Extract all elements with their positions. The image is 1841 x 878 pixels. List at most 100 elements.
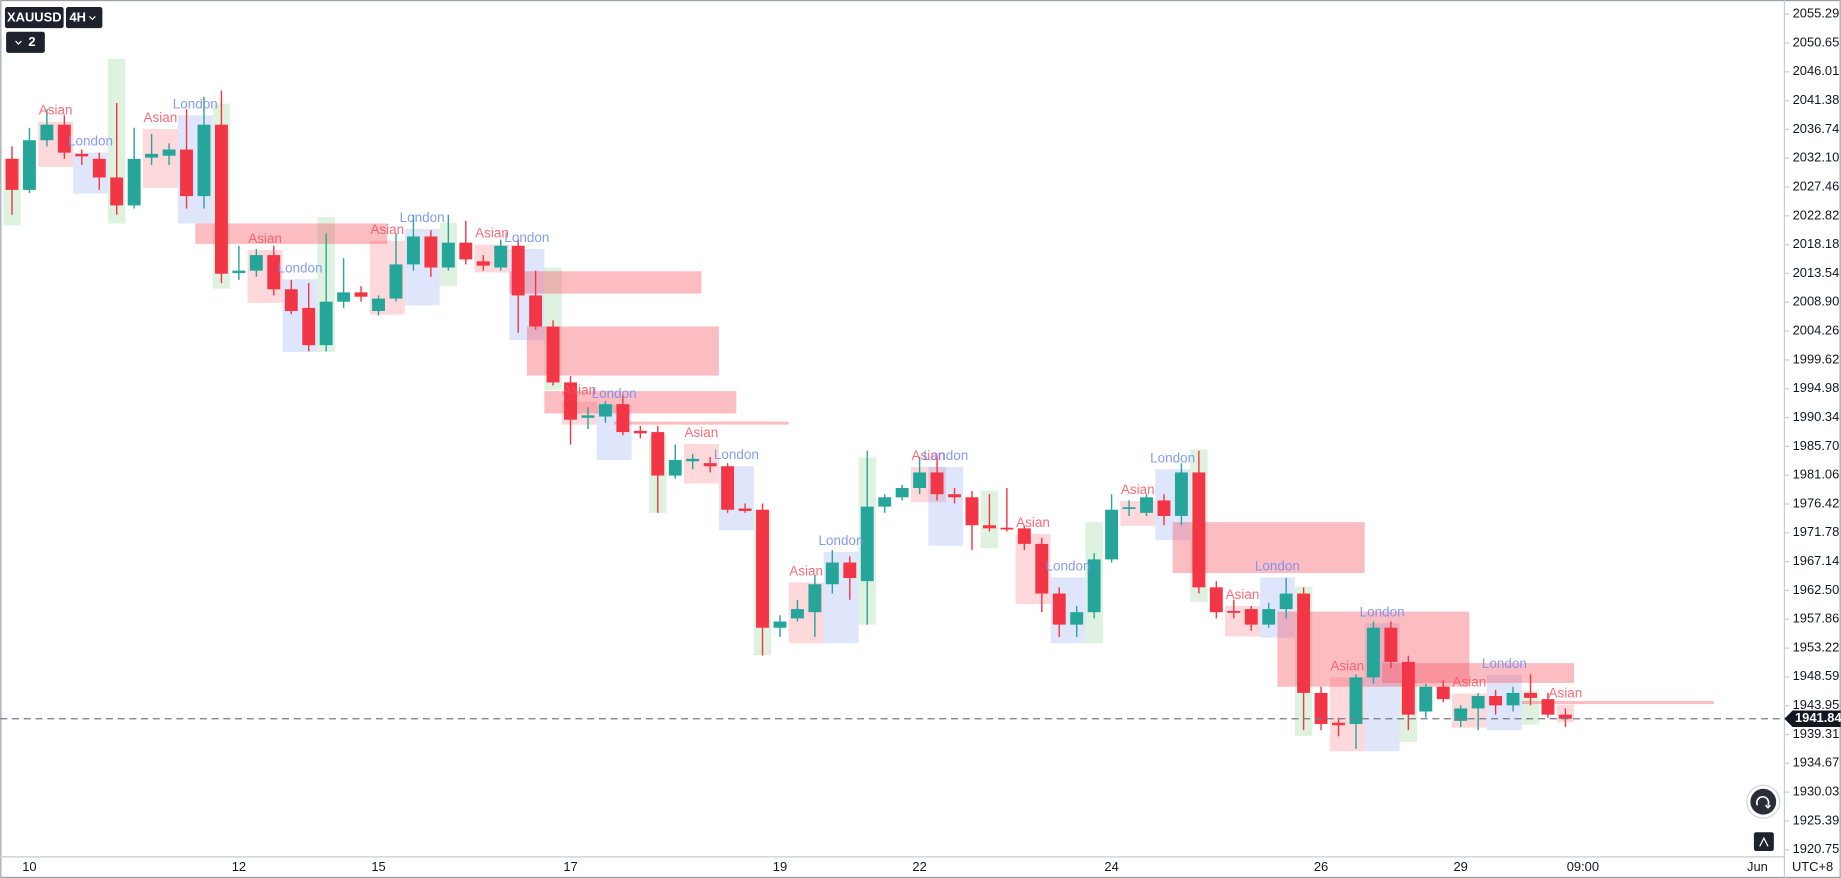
- y-tick-label: 1990.34: [1793, 409, 1840, 424]
- symbol-button[interactable]: XAUUSD: [4, 7, 64, 29]
- candle-body: [1314, 692, 1328, 724]
- y-tick-label: 2046.01: [1793, 63, 1840, 78]
- y-tick-label: 2055.29: [1793, 6, 1840, 21]
- supply-zone: [544, 391, 737, 414]
- candle-body: [651, 432, 665, 476]
- timezone[interactable]: UTC+8: [1792, 859, 1833, 874]
- candle-body: [965, 497, 979, 526]
- london-session-box-label: London: [1360, 604, 1405, 619]
- candle-body: [319, 301, 333, 346]
- candles-layer: [5, 90, 1572, 749]
- candle-body: [127, 158, 141, 206]
- candle-body: [1366, 627, 1380, 678]
- london-session-box-label: London: [1255, 558, 1300, 573]
- candle-body: [1558, 714, 1572, 719]
- y-tick-label: 1920.75: [1793, 841, 1840, 856]
- y-tick-label: 2022.82: [1793, 207, 1840, 222]
- candle-body: [1489, 696, 1503, 706]
- candle-body: [406, 236, 420, 265]
- candle-body: [895, 487, 909, 498]
- candle-body: [878, 497, 892, 507]
- x-tick-label: 29: [1454, 859, 1468, 874]
- candle-body: [756, 509, 769, 628]
- indicator-count: 2: [28, 34, 35, 49]
- candle-body: [1401, 661, 1415, 715]
- y-tick-label: 1957.86: [1793, 611, 1840, 626]
- candle-body: [40, 124, 54, 141]
- session-labels-layer: Asian Asian Asian Asian Asian Asian Asian Asian…: [39, 96, 1583, 700]
- candle-body: [145, 153, 159, 158]
- candle-body: [703, 463, 717, 467]
- london-session-box-label: London: [173, 96, 218, 111]
- chevron-icon: [15, 40, 22, 45]
- candle-body: [1524, 692, 1537, 698]
- supply-zone: [1382, 663, 1575, 683]
- candle-body: [1122, 507, 1136, 509]
- candle-body: [529, 295, 543, 327]
- candle-body: [1349, 677, 1363, 724]
- candle-body: [930, 472, 944, 495]
- candle-body: [57, 124, 71, 153]
- candle-body: [337, 292, 351, 302]
- y-tick-label: 1976.42: [1793, 495, 1840, 510]
- candle-body: [284, 289, 298, 311]
- candle-body: [110, 177, 124, 206]
- candle-body: [180, 149, 193, 197]
- y-tick-label: 1985.70: [1793, 438, 1840, 453]
- candle-body: [773, 621, 787, 628]
- candle-body: [1279, 593, 1293, 610]
- candle-body: [476, 261, 490, 266]
- asian-session-box-label: Asian: [143, 110, 177, 125]
- candle-body: [1262, 609, 1276, 625]
- asian-session-box-label: Asian: [370, 222, 404, 237]
- y-tick-label: 2013.54: [1793, 265, 1840, 280]
- interval-button[interactable]: 4H: [65, 7, 103, 29]
- candle-body: [633, 430, 647, 434]
- candle-body: [546, 326, 560, 383]
- y-tick-label: 2018.18: [1793, 236, 1840, 251]
- y-tick-label: 1962.50: [1793, 582, 1840, 597]
- candle-body: [1209, 587, 1223, 613]
- london-session-box-label: London: [68, 134, 113, 149]
- london-session-box-label: London: [923, 448, 968, 463]
- candle-body: [1436, 686, 1450, 700]
- candle-body: [686, 458, 700, 462]
- x-tick-label: 24: [1104, 859, 1118, 874]
- candle-body: [1419, 686, 1433, 712]
- y-tick-label: 2050.65: [1793, 34, 1840, 49]
- axis-layer: 2055.29 2050.65 2046.01 2041.38 2036.74 2032.…: [0, 6, 1841, 874]
- asian-session-box: [142, 129, 178, 189]
- candle-body: [267, 255, 281, 290]
- asian-session-box-label: Asian: [1330, 658, 1364, 673]
- candle-body: [511, 245, 525, 296]
- candle-body: [162, 149, 176, 156]
- candle-body: [598, 404, 612, 417]
- candle-body: [5, 158, 19, 190]
- y-tick-label: 1999.62: [1793, 351, 1840, 366]
- indicators-toggle[interactable]: 2: [6, 31, 45, 53]
- auto-scale-button[interactable]: [1753, 832, 1774, 852]
- candle-body: [616, 404, 630, 433]
- candle-body: [1052, 593, 1066, 625]
- candle-body: [1087, 559, 1101, 613]
- y-tick-label: 2027.46: [1793, 178, 1840, 193]
- auto-scale-icon: [1759, 836, 1769, 847]
- candle-body: [372, 298, 385, 311]
- candle-body: [721, 466, 735, 510]
- y-tick-label: 2041.38: [1793, 92, 1840, 107]
- candle-body: [1244, 609, 1258, 625]
- candle-body: [808, 584, 822, 613]
- y-tick-label: 1930.03: [1793, 784, 1840, 799]
- reset-icon: [1756, 795, 1771, 809]
- candle-body: [913, 472, 927, 488]
- interval: 4H: [69, 10, 86, 25]
- y-tick-label: 2032.10: [1793, 150, 1840, 165]
- supply-zone: [1521, 700, 1714, 705]
- asian-session-box-label: Asian: [475, 226, 509, 241]
- london-session-box-label: London: [592, 386, 637, 401]
- candle-body: [1000, 527, 1014, 530]
- candle-body: [1471, 696, 1485, 709]
- reset-button[interactable]: [1746, 784, 1781, 819]
- y-tick-label: 1943.95: [1793, 697, 1840, 712]
- y-tick-label: 1948.59: [1793, 668, 1840, 683]
